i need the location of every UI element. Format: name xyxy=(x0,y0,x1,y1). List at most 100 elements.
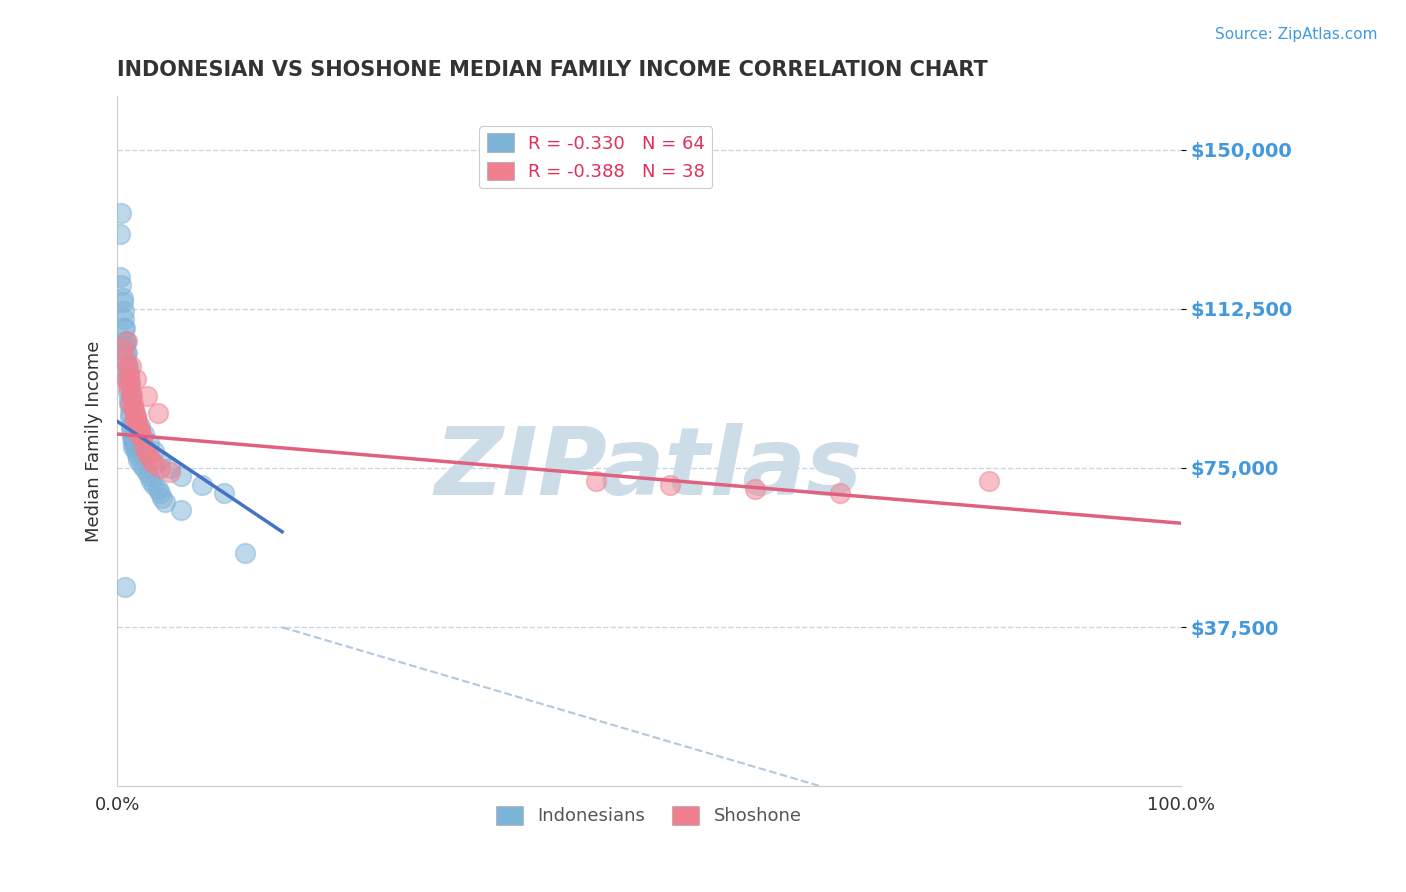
Point xyxy=(127,452,149,467)
Point xyxy=(125,410,148,425)
Point xyxy=(233,546,256,560)
Text: INDONESIAN VS SHOSHONE MEDIAN FAMILY INCOME CORRELATION CHART: INDONESIAN VS SHOSHONE MEDIAN FAMILY INC… xyxy=(117,60,988,79)
Point xyxy=(122,435,145,450)
Point xyxy=(127,448,149,462)
Point xyxy=(115,372,138,386)
Point xyxy=(132,461,155,475)
Point xyxy=(118,392,141,407)
Point xyxy=(125,410,148,425)
Point xyxy=(979,474,1001,488)
Point xyxy=(122,440,145,454)
Point xyxy=(830,486,852,500)
Point xyxy=(122,431,145,445)
Point xyxy=(143,457,166,471)
Point xyxy=(146,406,169,420)
Point xyxy=(118,368,141,382)
Point xyxy=(153,495,176,509)
Point xyxy=(120,384,142,399)
Point xyxy=(585,474,607,488)
Point xyxy=(124,406,146,420)
Point xyxy=(114,334,136,348)
Text: Source: ZipAtlas.com: Source: ZipAtlas.com xyxy=(1215,27,1378,42)
Point xyxy=(132,427,155,442)
Point xyxy=(120,359,142,373)
Point xyxy=(135,444,157,458)
Point xyxy=(146,482,169,496)
Point xyxy=(117,380,139,394)
Point xyxy=(118,376,141,390)
Point xyxy=(136,389,159,403)
Point xyxy=(128,423,150,437)
Point xyxy=(121,427,143,442)
Point xyxy=(118,376,141,390)
Point xyxy=(118,368,141,382)
Text: ZIPatlas: ZIPatlas xyxy=(434,423,863,515)
Point xyxy=(114,338,136,352)
Point xyxy=(121,431,143,445)
Point xyxy=(120,423,142,437)
Point xyxy=(125,372,148,386)
Point xyxy=(117,376,139,390)
Point xyxy=(111,295,134,310)
Point xyxy=(143,444,166,458)
Point xyxy=(114,580,136,594)
Point xyxy=(138,435,160,450)
Point xyxy=(191,478,214,492)
Point xyxy=(136,465,159,479)
Point xyxy=(122,435,145,450)
Point xyxy=(131,431,153,445)
Point xyxy=(127,414,149,428)
Point xyxy=(112,304,135,318)
Point xyxy=(114,355,136,369)
Point xyxy=(110,278,132,293)
Point xyxy=(111,291,134,305)
Point xyxy=(122,414,145,428)
Point xyxy=(124,440,146,454)
Point xyxy=(115,359,138,373)
Point xyxy=(127,418,149,433)
Point xyxy=(150,491,173,505)
Legend: Indonesians, Shoshone: Indonesians, Shoshone xyxy=(489,799,808,832)
Point xyxy=(159,465,181,479)
Point xyxy=(159,461,181,475)
Point xyxy=(170,503,193,517)
Point xyxy=(122,401,145,416)
Point xyxy=(110,269,132,284)
Point xyxy=(117,384,139,399)
Point xyxy=(132,440,155,454)
Point xyxy=(212,486,235,500)
Point xyxy=(118,406,141,420)
Point xyxy=(120,418,142,433)
Point xyxy=(114,346,136,360)
Point xyxy=(118,397,141,411)
Point xyxy=(129,427,152,442)
Point xyxy=(149,452,172,467)
Point xyxy=(127,427,149,442)
Point xyxy=(659,478,682,492)
Point xyxy=(149,486,172,500)
Point xyxy=(112,321,135,335)
Point xyxy=(141,474,163,488)
Point xyxy=(141,452,163,467)
Point xyxy=(143,478,166,492)
Point xyxy=(115,334,138,348)
Point xyxy=(110,227,132,242)
Point xyxy=(136,448,159,462)
Point xyxy=(114,321,136,335)
Point xyxy=(149,461,172,475)
Point xyxy=(170,469,193,483)
Y-axis label: Median Family Income: Median Family Income xyxy=(86,341,103,542)
Point xyxy=(111,342,134,356)
Point xyxy=(118,410,141,425)
Point xyxy=(114,372,136,386)
Point xyxy=(121,389,143,403)
Point xyxy=(120,389,142,403)
Point xyxy=(112,312,135,326)
Point xyxy=(117,359,139,373)
Point xyxy=(115,346,138,360)
Point xyxy=(744,482,766,496)
Point xyxy=(114,351,136,365)
Point xyxy=(114,334,136,348)
Point xyxy=(110,206,132,220)
Point xyxy=(128,418,150,433)
